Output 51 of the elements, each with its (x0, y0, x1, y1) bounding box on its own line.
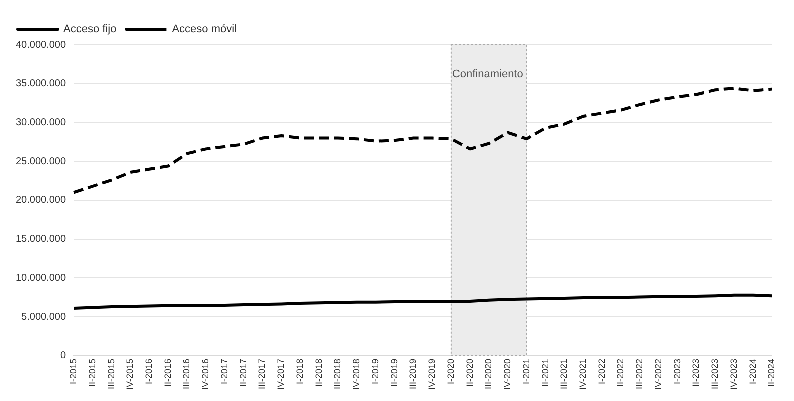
x-tick-label: I-2022 (596, 358, 607, 385)
y-tick-label: 25.000.000 (16, 156, 66, 168)
y-tick-label: 15.000.000 (16, 234, 66, 246)
y-tick-label: 20.000.000 (16, 195, 66, 206)
x-tick-label: IV-2022 (653, 358, 664, 390)
x-tick-label: II-2016 (162, 358, 173, 388)
x-tick-label: II-2020 (464, 358, 475, 388)
x-tick-label: III-2017 (257, 358, 268, 390)
x-tick-label: II-2024 (766, 358, 777, 388)
y-tick-label: 5.000.000 (22, 312, 66, 323)
x-tick-label: I-2015 (68, 358, 79, 385)
x-tick-label: I-2018 (294, 358, 305, 385)
x-tick-label: IV-2018 (352, 358, 362, 390)
x-tick-label: IV-2023 (728, 358, 739, 390)
x-tick-label: II-2022 (616, 358, 626, 388)
x-tick-label: I-2016 (144, 358, 154, 385)
x-tick-label: I-2023 (672, 358, 682, 385)
x-tick-label: III-2018 (332, 358, 343, 390)
x-tick-label: III-2022 (634, 358, 645, 390)
x-tick-label: IV-2017 (276, 358, 286, 390)
x-tick-label: III-2016 (182, 358, 192, 390)
x-tick-label: IV-2020 (502, 358, 513, 390)
x-tick-label: III-2020 (484, 358, 494, 390)
x-tick-label: III-2019 (408, 358, 418, 390)
y-tick-label: 30.000.000 (16, 117, 66, 128)
x-tick-label: IV-2021 (578, 358, 588, 390)
x-tick-label: II-2021 (540, 358, 550, 388)
x-tick-label: II-2017 (238, 358, 248, 388)
x-tick-label: I-2024 (748, 358, 758, 385)
x-tick-label: III-2015 (106, 358, 116, 390)
x-tick-label: III-2023 (710, 358, 720, 390)
x-tick-label: I-2020 (446, 358, 456, 385)
x-tick-label: IV-2016 (200, 358, 211, 390)
x-tick-label: I-2019 (370, 358, 380, 385)
x-tick-label: I-2021 (521, 358, 532, 385)
x-tick-label: II-2019 (389, 358, 400, 388)
y-tick-label: 40.000.000 (16, 40, 66, 51)
legend-label: Acceso fijo (64, 24, 117, 36)
x-tick-label: I-2017 (219, 358, 230, 385)
x-tick-label: III-2021 (559, 358, 570, 390)
y-tick-label: 35.000.000 (16, 78, 66, 90)
line-series (72, 87, 774, 194)
y-tick-label: 10.000.000 (16, 272, 66, 284)
legend-label: Acceso móvil (172, 24, 237, 36)
y-tick-label: 0 (60, 350, 66, 362)
x-tick-label: II-2018 (314, 358, 324, 388)
x-tick-label: IV-2015 (125, 358, 136, 390)
band-label: Confinamiento (452, 68, 524, 81)
x-tick-label: IV-2019 (427, 358, 438, 390)
x-tick-label: II-2015 (87, 358, 98, 388)
x-tick-label: II-2023 (691, 358, 702, 388)
